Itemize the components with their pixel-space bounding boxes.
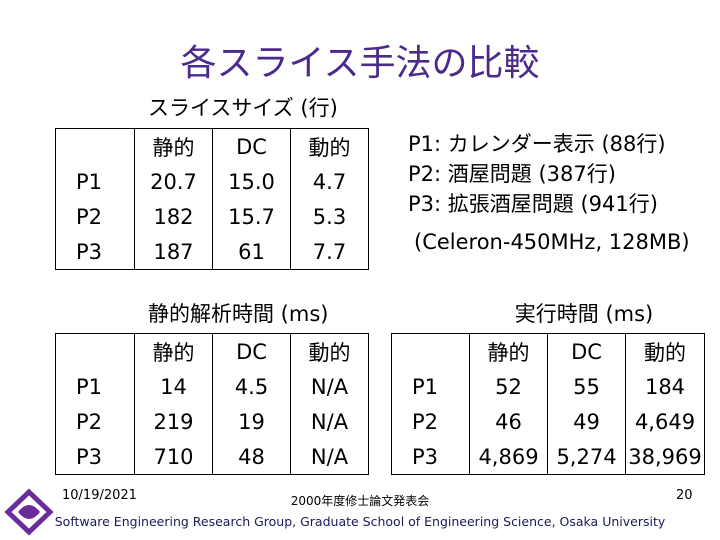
row-label: P1 (55, 164, 135, 199)
row-label: P1 (391, 369, 470, 404)
data-table: 静的 DC 動的 P1 52 55 184 P2 46 49 4,649 P3 4,869 5,274 38… (391, 333, 705, 475)
footer-event: 2000年度修士論文発表会 (290, 494, 430, 508)
table-cell: 4,869 (469, 439, 548, 475)
table-cell: 49 (547, 404, 626, 439)
header-row: 静的 DC 動的 (55, 333, 369, 369)
slide-title: 各スライス手法の比較 (180, 43, 540, 84)
data-row: P3 187 61 7.7 (55, 234, 369, 270)
table-caption: スライスサイズ (行) (148, 96, 338, 120)
table-caption: 実行時間 (ms) (514, 302, 654, 326)
logo (4, 488, 54, 536)
table-caption: 静的解析時間 (ms) (148, 302, 329, 326)
header-row: 静的 DC 動的 (55, 128, 369, 164)
footer-affiliation: Software Engineering Research Group, Gra… (54, 514, 666, 529)
data-row: P1 52 55 184 (391, 369, 705, 404)
column-header: DC (547, 333, 626, 369)
header-row: 静的 DC 動的 (391, 333, 705, 369)
row-label: P3 (55, 439, 135, 475)
row-label: P3 (391, 439, 470, 475)
page-number: 20 (676, 488, 693, 503)
table-cell: 14 (134, 369, 213, 404)
data-row: P3 710 48 N/A (55, 439, 369, 475)
corner-cell (55, 333, 135, 369)
table-cell: 55 (547, 369, 626, 404)
column-header: DC (212, 333, 291, 369)
data-row: P1 14 4.5 N/A (55, 369, 369, 404)
table-cell: N/A (290, 369, 369, 404)
column-header: 静的 (469, 333, 548, 369)
data-row: P1 20.7 15.0 4.7 (55, 164, 369, 199)
table-cell: 15.7 (212, 199, 291, 234)
table-cell: 19 (212, 404, 291, 439)
program-note: P3: 拡張酒屋問題 (941行) (408, 192, 658, 216)
table-cell: 219 (134, 404, 213, 439)
table-cell: 182 (134, 199, 213, 234)
table-cell: 52 (469, 369, 548, 404)
row-label: P1 (55, 369, 135, 404)
table-cell: 46 (469, 404, 548, 439)
table-cell: 710 (134, 439, 213, 475)
table-cell: 4,649 (625, 404, 705, 439)
table-cell: 5.3 (290, 199, 369, 234)
table-cell: 4.7 (290, 164, 369, 199)
row-label: P2 (55, 199, 135, 234)
data-row: P3 4,869 5,274 38,969 (391, 439, 705, 475)
data-table: 静的 DC 動的 P1 14 4.5 N/A P2 219 19 N/A P3 710 48 N/A (55, 333, 369, 475)
table-cell: 187 (134, 234, 213, 270)
footer-date: 10/19/2021 (62, 488, 137, 503)
column-header: 動的 (290, 333, 369, 369)
table-cell: N/A (290, 404, 369, 439)
data-row: P2 219 19 N/A (55, 404, 369, 439)
table-cell: N/A (290, 439, 369, 475)
column-header: 動的 (290, 128, 369, 164)
row-label: P2 (55, 404, 135, 439)
program-note: P2: 酒屋問題 (387行) (408, 162, 616, 186)
column-header: 動的 (625, 333, 705, 369)
table-cell: 20.7 (134, 164, 213, 199)
table-cell: 48 (212, 439, 291, 475)
table-cell: 38,969 (625, 439, 705, 475)
table-cell: 61 (212, 234, 291, 270)
table-cell: 4.5 (212, 369, 291, 404)
row-label: P2 (391, 404, 470, 439)
table-cell: 7.7 (290, 234, 369, 270)
data-row: P2 182 15.7 5.3 (55, 199, 369, 234)
corner-cell (55, 128, 135, 164)
column-header: DC (212, 128, 291, 164)
row-label: P3 (55, 234, 135, 270)
data-row: P2 46 49 4,649 (391, 404, 705, 439)
program-note: P1: カレンダー表示 (88行) (408, 132, 666, 156)
column-header: 静的 (134, 128, 213, 164)
corner-cell (391, 333, 470, 369)
column-header: 静的 (134, 333, 213, 369)
machine-spec: (Celeron-450MHz, 128MB) (414, 230, 690, 254)
table-cell: 184 (625, 369, 705, 404)
data-table: 静的 DC 動的 P1 20.7 15.0 4.7 P2 182 15.7 5.3 P3 187 61 7.… (55, 128, 369, 270)
table-cell: 5,274 (547, 439, 626, 475)
table-cell: 15.0 (212, 164, 291, 199)
